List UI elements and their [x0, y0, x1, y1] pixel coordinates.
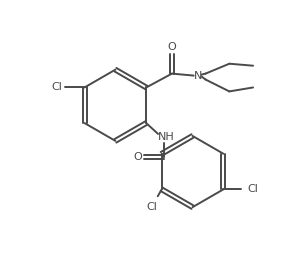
Text: Cl: Cl [146, 202, 157, 212]
Text: O: O [168, 42, 176, 52]
Text: Cl: Cl [248, 184, 259, 194]
Text: O: O [133, 152, 142, 162]
Text: Cl: Cl [51, 82, 62, 93]
Text: N: N [194, 70, 202, 81]
Text: NH: NH [158, 132, 174, 142]
